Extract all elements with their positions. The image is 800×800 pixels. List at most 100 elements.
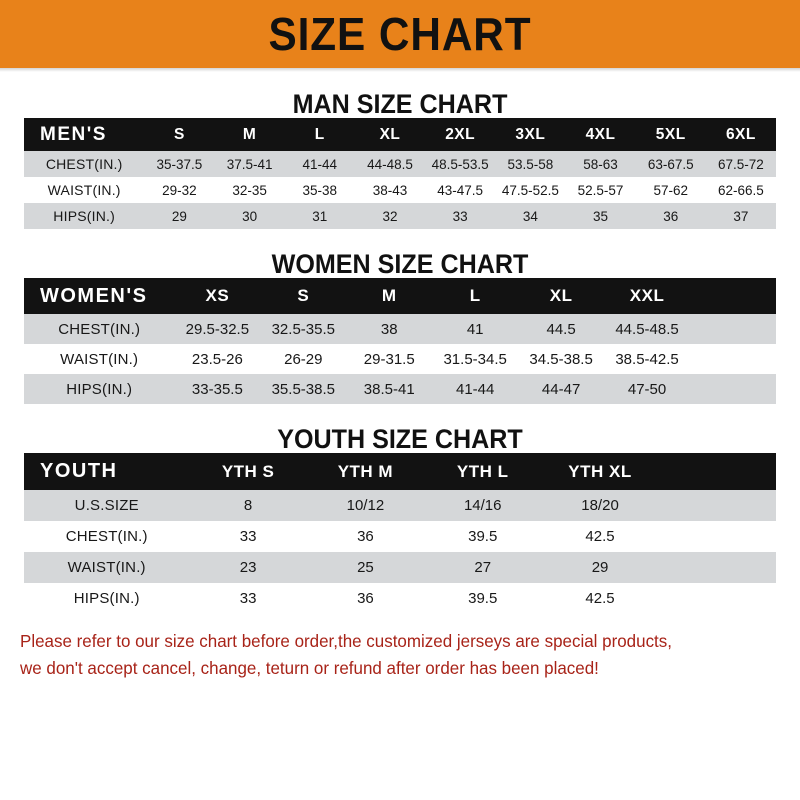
man-measurement-cell: 31 [284, 203, 355, 229]
youth-empty-column-header [658, 453, 776, 490]
youth-table-header-row: YOUTH YTH S YTH M YTH L YTH XL [24, 453, 776, 490]
youth-measurement-cell: 39.5 [424, 521, 542, 552]
women-row-label: HIPS(IN.) [24, 374, 175, 404]
man-table-wrapper: MEN'S S M L XL 2XL 3XL 4XL 5XL 6XL CHEST(IN.) 35-3… [24, 118, 776, 229]
table-row: WAIST(IN.) 29-32 32-35 35-38 38-43 43-47.5 47.… [24, 177, 776, 203]
youth-row-label: HIPS(IN.) [24, 583, 190, 614]
page-banner: SIZE CHART [0, 0, 800, 68]
women-size-table: WOMEN'S XS S M L XL XXL CHEST(IN.) 29.5-32.5 32.… [24, 278, 776, 404]
youth-table-body: YOUTH YTH S YTH M YTH L YTH XL U.S.SIZE 8 10/1… [24, 453, 776, 614]
women-row-label: CHEST(IN.) [24, 314, 175, 344]
man-measurement-cell: 37 [705, 203, 776, 229]
man-table-body: MEN'S S M L XL 2XL 3XL 4XL 5XL 6XL CHEST(IN.) 35-3… [24, 118, 776, 229]
youth-measurement-cell: 42.5 [541, 583, 659, 614]
man-section-title: MAN SIZE CHART [292, 89, 508, 119]
women-measurement-cell: 44.5-48.5 [604, 314, 691, 344]
youth-measurement-cell: 10/12 [306, 490, 425, 521]
women-size-column-header: XL [518, 278, 605, 314]
table-row: CHEST(IN.) 33 36 39.5 42.5 [24, 521, 776, 552]
man-measurement-cell: 41-44 [284, 151, 355, 177]
man-measurement-cell: 53.5-58 [495, 151, 566, 177]
man-row-label: HIPS(IN.) [24, 203, 145, 229]
table-row: HIPS(IN.) 33 36 39.5 42.5 [24, 583, 776, 614]
youth-header-label: YOUTH [24, 453, 190, 490]
youth-measurement-cell: 29 [541, 552, 659, 583]
table-row: CHEST(IN.) 35-37.5 37.5-41 41-44 44-48.5 48.5… [24, 151, 776, 177]
man-measurement-cell: 33 [425, 203, 496, 229]
youth-measurement-cell: 39.5 [424, 583, 542, 614]
women-measurement-cell: 34.5-38.5 [518, 344, 605, 374]
man-row-label: CHEST(IN.) [24, 151, 145, 177]
man-measurement-cell: 38-43 [354, 177, 426, 203]
youth-measurement-cell: 25 [306, 552, 425, 583]
women-measurement-cell: 29-31.5 [346, 344, 433, 374]
man-measurement-cell: 36 [635, 203, 706, 229]
youth-measurement-cell: 23 [189, 552, 307, 583]
man-measurement-cell: 32 [354, 203, 426, 229]
man-measurement-cell: 43-47.5 [425, 177, 496, 203]
man-table-header-row: MEN'S S M L XL 2XL 3XL 4XL 5XL 6XL [24, 118, 776, 151]
women-measurement-cell: 44-47 [518, 374, 605, 404]
man-header-label: MEN'S [24, 118, 145, 151]
youth-size-column-header: YTH L [424, 453, 542, 490]
women-size-column-header: XXL [604, 278, 691, 314]
table-row: CHEST(IN.) 29.5-32.5 32.5-35.5 38 41 44.5 44.5… [24, 314, 776, 344]
women-size-column-header: M [346, 278, 433, 314]
women-measurement-cell: 38 [346, 314, 433, 344]
youth-row-label: WAIST(IN.) [24, 552, 190, 583]
man-measurement-cell: 47.5-52.5 [495, 177, 566, 203]
women-measurement-cell: 41 [432, 314, 519, 344]
man-measurement-cell: 52.5-57 [565, 177, 636, 203]
youth-size-column-header: YTH M [306, 453, 425, 490]
man-measurement-cell: 57-62 [635, 177, 706, 203]
table-row: WAIST(IN.) 23 25 27 29 [24, 552, 776, 583]
man-row-label: WAIST(IN.) [24, 177, 145, 203]
man-size-column-header: XL [354, 118, 426, 151]
youth-section-title: YOUTH SIZE CHART [277, 424, 523, 454]
man-size-column-header: 6XL [705, 118, 776, 151]
man-measurement-cell: 29-32 [144, 177, 215, 203]
women-measurement-cell: 32.5-35.5 [260, 314, 347, 344]
women-measurement-cell: 33-35.5 [174, 374, 261, 404]
man-size-column-header: L [284, 118, 355, 151]
women-measurement-cell: 41-44 [432, 374, 519, 404]
women-measurement-cell: 44.5 [518, 314, 605, 344]
table-row: HIPS(IN.) 29 30 31 32 33 34 35 36 37 [24, 203, 776, 229]
women-size-column-header: XS [174, 278, 261, 314]
man-measurement-cell: 37.5-41 [214, 151, 285, 177]
women-table-header-row: WOMEN'S XS S M L XL XXL [24, 278, 776, 314]
man-measurement-cell: 34 [495, 203, 566, 229]
table-row: U.S.SIZE 8 10/12 14/16 18/20 [24, 490, 776, 521]
women-measurement-cell: 38.5-42.5 [604, 344, 691, 374]
man-size-column-header: 4XL [565, 118, 636, 151]
women-section-title: WOMEN SIZE CHART [271, 249, 529, 279]
women-measurement-cell: 26-29 [260, 344, 347, 374]
man-size-column-header: S [144, 118, 215, 151]
youth-measurement-cell: 8 [189, 490, 307, 521]
women-row-label: WAIST(IN.) [24, 344, 175, 374]
table-row: WAIST(IN.) 23.5-26 26-29 29-31.5 31.5-34.5 34… [24, 344, 776, 374]
women-measurement-cell: 35.5-38.5 [260, 374, 347, 404]
order-policy-line-1: Please refer to our size chart before or… [20, 631, 672, 651]
women-size-column-header: L [432, 278, 519, 314]
page-title: SIZE CHART [268, 8, 532, 60]
youth-measurement-cell: 33 [189, 583, 307, 614]
youth-table-wrapper: YOUTH YTH S YTH M YTH L YTH XL U.S.SIZE 8 10/1… [24, 453, 776, 614]
man-measurement-cell: 30 [214, 203, 285, 229]
women-measurement-cell: 47-50 [604, 374, 691, 404]
man-measurement-cell: 67.5-72 [705, 151, 776, 177]
man-size-column-header: 5XL [635, 118, 706, 151]
man-size-column-header: M [214, 118, 285, 151]
women-measurement-cell: 29.5-32.5 [174, 314, 261, 344]
man-measurement-cell: 35-37.5 [144, 151, 215, 177]
man-measurement-cell: 62-66.5 [705, 177, 776, 203]
man-measurement-cell: 58-63 [565, 151, 636, 177]
women-table-wrapper: WOMEN'S XS S M L XL XXL CHEST(IN.) 29.5-32.5 32.… [24, 278, 776, 404]
order-policy-line-2: we don't accept cancel, change, teturn o… [20, 658, 599, 679]
man-size-table: MEN'S S M L XL 2XL 3XL 4XL 5XL 6XL CHEST(IN.) 35-3… [24, 118, 776, 229]
man-measurement-cell: 35-38 [284, 177, 355, 203]
youth-row-label: CHEST(IN.) [24, 521, 190, 552]
man-measurement-cell: 32-35 [214, 177, 285, 203]
youth-size-column-header: YTH S [189, 453, 307, 490]
